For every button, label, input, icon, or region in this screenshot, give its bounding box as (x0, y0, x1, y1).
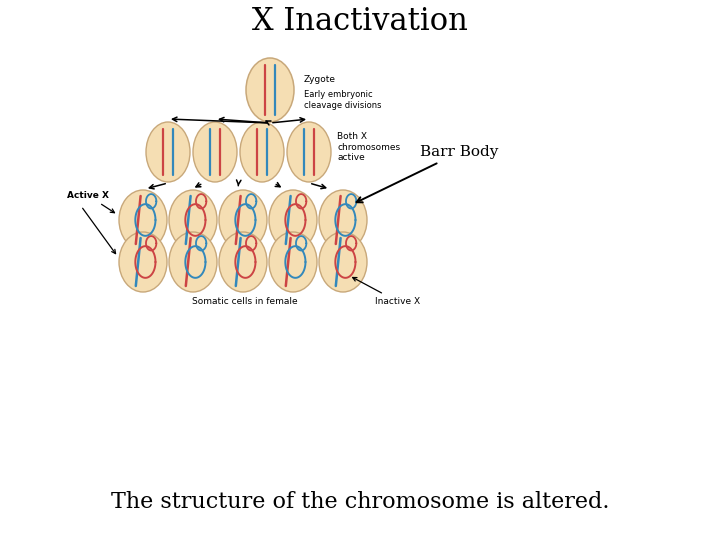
Text: Active X: Active X (67, 191, 114, 213)
Ellipse shape (269, 190, 317, 250)
Ellipse shape (119, 232, 167, 292)
Text: X Inactivation: X Inactivation (252, 6, 468, 37)
Text: Barr Body: Barr Body (356, 145, 498, 202)
Ellipse shape (287, 122, 331, 182)
Ellipse shape (319, 190, 367, 250)
Text: Somatic cells in female: Somatic cells in female (192, 298, 298, 307)
Text: Inactive X: Inactive X (353, 278, 420, 306)
Ellipse shape (169, 190, 217, 250)
Ellipse shape (193, 122, 237, 182)
Ellipse shape (169, 232, 217, 292)
Ellipse shape (219, 232, 267, 292)
Ellipse shape (240, 122, 284, 182)
Ellipse shape (119, 190, 167, 250)
Ellipse shape (219, 190, 267, 250)
Ellipse shape (319, 232, 367, 292)
Text: Zygote: Zygote (304, 76, 336, 84)
Text: Both X
chromosomes
active: Both X chromosomes active (337, 132, 400, 162)
Ellipse shape (246, 58, 294, 122)
Ellipse shape (269, 232, 317, 292)
Text: The structure of the chromosome is altered.: The structure of the chromosome is alter… (111, 491, 609, 513)
Ellipse shape (146, 122, 190, 182)
Text: Early embryonic
cleavage divisions: Early embryonic cleavage divisions (304, 90, 382, 110)
